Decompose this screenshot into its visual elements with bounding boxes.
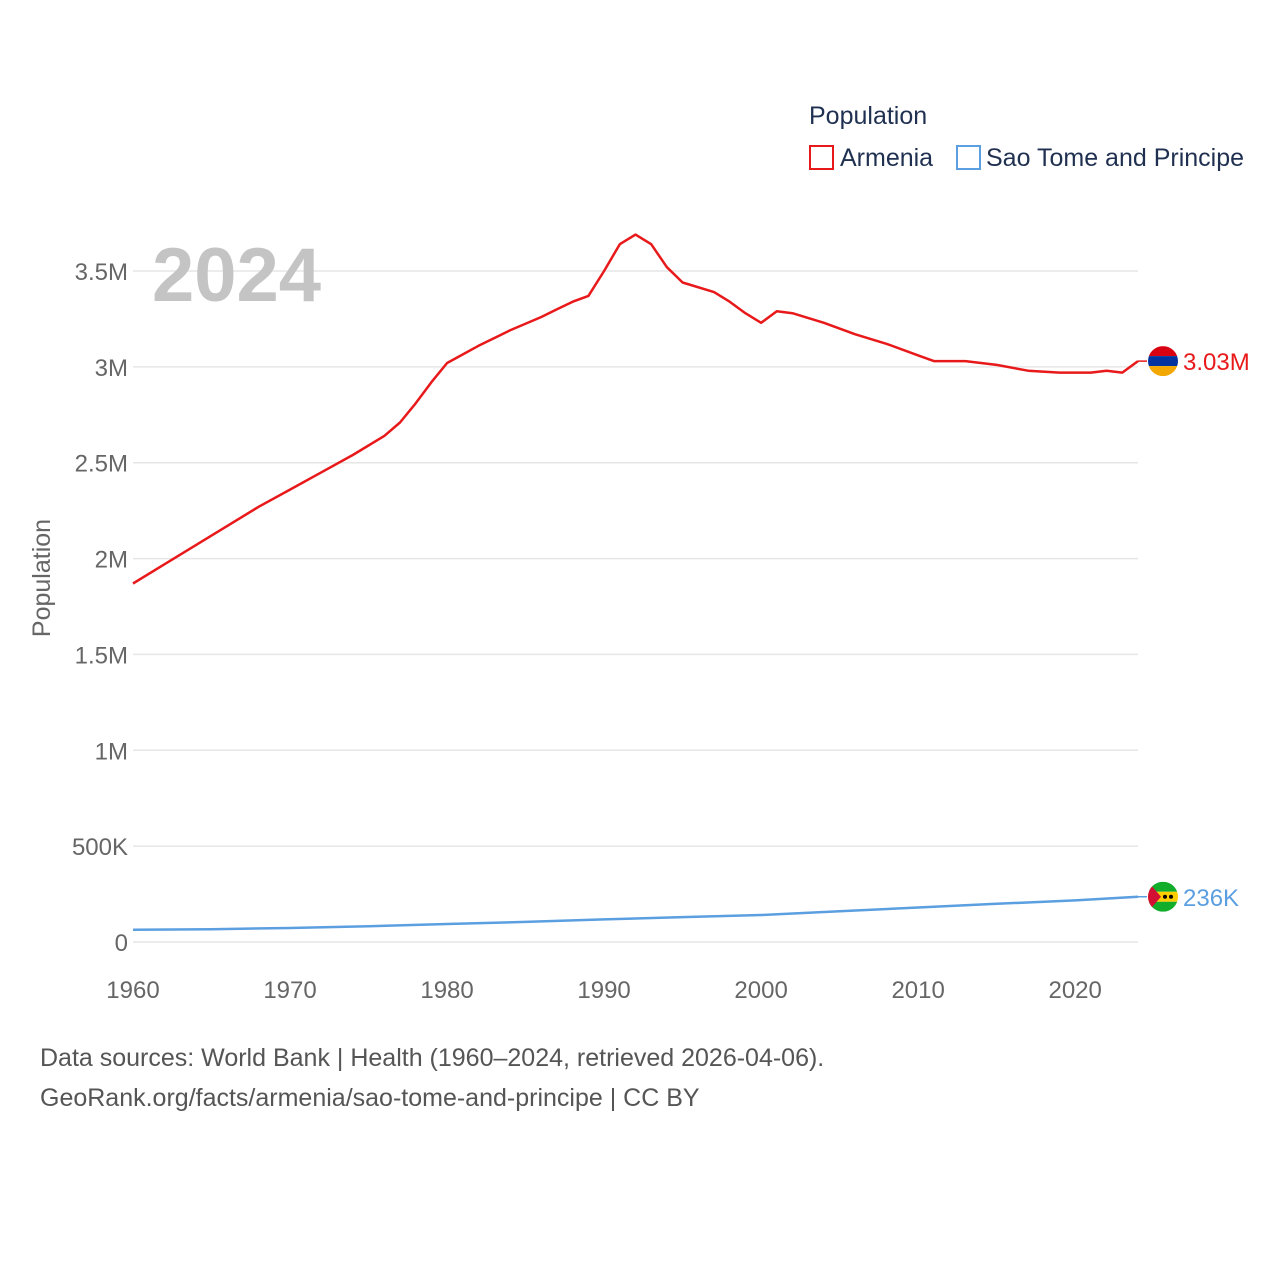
x-tick-label: 2010	[891, 977, 944, 1004]
x-tick-label: 1980	[420, 977, 473, 1004]
data-source-text: Data sources: World Bank | Health (1960–…	[40, 1044, 825, 1072]
end-value-label-armenia: 3.03M	[1183, 349, 1250, 376]
y-axis-ticks: 0 500K 1M 1.5M 2M 2.5M 3M 3.5M	[72, 259, 128, 957]
legend-item-sao-tome-and-principe[interactable]: Sao Tome and Principe	[956, 144, 1244, 172]
y-tick-label: 0	[115, 930, 128, 957]
attribution-text: GeoRank.org/facts/armenia/sao-tome-and-p…	[40, 1084, 700, 1112]
y-axis-label: Population	[28, 519, 56, 637]
legend-title: Population	[809, 102, 927, 130]
legend-swatch-armenia	[809, 145, 834, 170]
sao-tome-and-principe-flag-icon	[1148, 881, 1178, 912]
y-tick-label: 1M	[95, 738, 128, 765]
y-tick-label: 2.5M	[75, 451, 128, 478]
y-tick-label: 2M	[95, 547, 128, 574]
legend: Population Armenia Sao Tome and Principe	[809, 102, 1244, 172]
series-line-armenia	[132, 233, 1139, 585]
legend-label-armenia: Armenia	[840, 144, 933, 172]
y-tick-label: 3M	[95, 355, 128, 382]
x-tick-label: 1970	[263, 977, 316, 1004]
series-end-markers: 3.03M 236K	[1138, 346, 1250, 912]
x-tick-label: 2000	[734, 977, 787, 1004]
legend-item-armenia[interactable]: Armenia	[809, 144, 933, 172]
legend-swatch-sao-tome-and-principe	[956, 145, 981, 170]
x-tick-label: 1960	[106, 977, 159, 1004]
y-tick-label: 1.5M	[75, 642, 128, 669]
series-lines	[132, 233, 1139, 931]
x-tick-label: 1990	[577, 977, 630, 1004]
y-tick-label: 3.5M	[75, 259, 128, 286]
end-value-label-sao-tome-and-principe: 236K	[1183, 885, 1239, 912]
x-tick-label: 2020	[1048, 977, 1101, 1004]
x-axis-ticks: 1960 1970 1980 1990 2000 2010 2020	[106, 977, 1102, 1004]
legend-label-sao-tome-and-principe: Sao Tome and Principe	[986, 144, 1244, 172]
series-line-sao-tome-and-principe	[132, 895, 1139, 931]
armenia-flag-icon	[1148, 346, 1178, 377]
y-tick-label: 500K	[72, 834, 128, 861]
year-watermark: 2024	[152, 233, 321, 318]
gridlines	[133, 270, 1138, 943]
